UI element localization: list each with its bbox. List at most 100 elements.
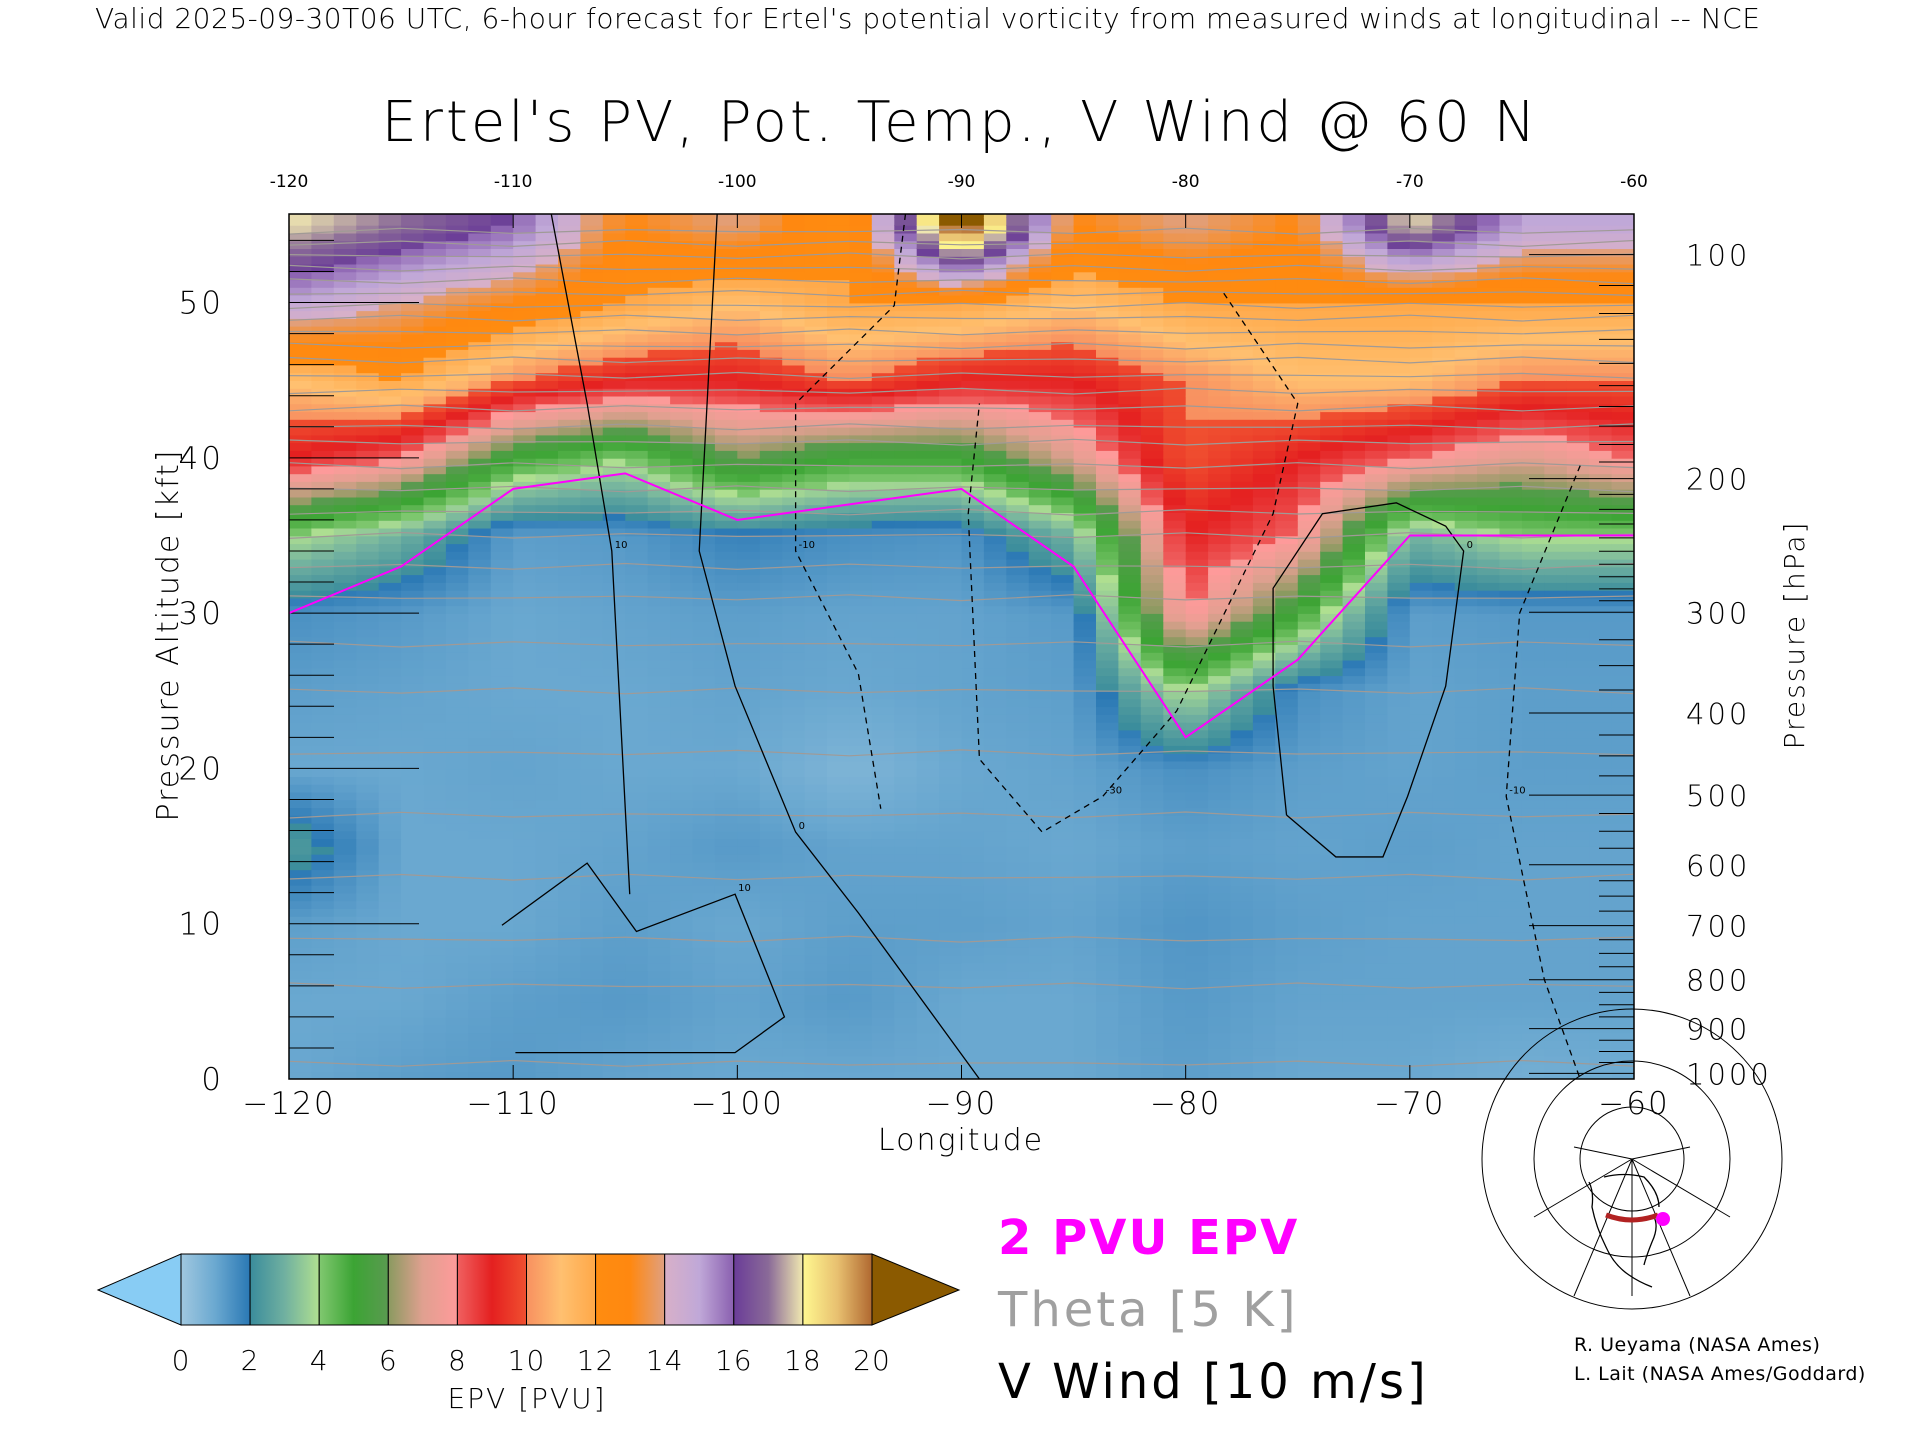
- heatmap-cell: [871, 465, 895, 475]
- heatmap-cell: [782, 962, 806, 972]
- heatmap-cell: [558, 923, 582, 933]
- heatmap-cell: [939, 434, 963, 444]
- heatmap-cell: [1230, 644, 1254, 653]
- heatmap-cell: [535, 729, 559, 739]
- heatmap-cell: [1163, 318, 1187, 327]
- heatmap-cell: [782, 403, 806, 413]
- heatmap-cell: [827, 807, 851, 816]
- heatmap-cell: [468, 481, 492, 490]
- heatmap-cell: [871, 729, 895, 739]
- heatmap-cell: [423, 993, 447, 1003]
- heatmap-cell: [490, 566, 514, 576]
- heatmap-cell: [849, 791, 873, 801]
- heatmap-cell: [647, 1040, 671, 1049]
- heatmap-cell: [1073, 931, 1097, 941]
- heatmap-cell: [983, 892, 1008, 902]
- heatmap-cell: [1140, 1047, 1164, 1057]
- heatmap-cell: [939, 892, 963, 902]
- heatmap-cell: [625, 745, 649, 754]
- heatmap-cell: [468, 597, 492, 607]
- heatmap-cell: [1096, 737, 1120, 746]
- heatmap-cell: [490, 605, 514, 614]
- heatmap-cell: [535, 706, 559, 715]
- heatmap-cell: [378, 830, 402, 840]
- heatmap-cell: [356, 613, 380, 622]
- heatmap-cell: [1073, 923, 1097, 933]
- heatmap-cell: [759, 737, 783, 746]
- heatmap-cell: [1163, 465, 1187, 475]
- heatmap-cell: [871, 566, 895, 576]
- heatmap-cell: [737, 853, 761, 863]
- heatmap-cell: [782, 698, 806, 708]
- heatmap-cell: [535, 1001, 559, 1010]
- heatmap-cell: [871, 473, 895, 482]
- heatmap-cell: [468, 721, 492, 731]
- heatmap-cell: [311, 279, 335, 288]
- heatmap-cell: [1163, 380, 1187, 389]
- heatmap-cell: [1073, 224, 1097, 234]
- heatmap-cell: [1163, 419, 1187, 428]
- heatmap-cell: [445, 954, 470, 964]
- heatmap-cell: [445, 294, 470, 304]
- heatmap-cell: [289, 287, 313, 296]
- heatmap-cell: [714, 294, 739, 304]
- heatmap-cell: [804, 356, 828, 366]
- heatmap-cell: [692, 644, 716, 653]
- heatmap-cell: [1185, 488, 1209, 498]
- heatmap-cell: [1073, 1024, 1097, 1034]
- heatmap-cell: [625, 271, 649, 281]
- heatmap-cell: [647, 698, 671, 708]
- heatmap-cell: [1118, 364, 1142, 374]
- heatmap-cell: [289, 923, 313, 933]
- heatmap-cell: [961, 791, 985, 801]
- heatmap-cell: [535, 333, 559, 343]
- heatmap-cell: [468, 714, 492, 723]
- heatmap-cell: [625, 442, 649, 451]
- heatmap-cell: [468, 900, 492, 909]
- heatmap-cell: [625, 419, 649, 428]
- heatmap-cell: [333, 737, 357, 746]
- heatmap-cell: [827, 962, 851, 972]
- heatmap-cell: [1140, 884, 1164, 894]
- heatmap-cell: [513, 737, 537, 746]
- heatmap-cell: [1006, 783, 1030, 793]
- heatmap-cell: [714, 683, 739, 692]
- heatmap-cell: [1275, 978, 1299, 987]
- heatmap-cell: [1163, 325, 1187, 335]
- heatmap-cell: [423, 349, 447, 358]
- heatmap-cell: [1028, 978, 1052, 987]
- heatmap-cell: [1163, 752, 1187, 762]
- heatmap-cell: [625, 752, 649, 762]
- heatmap-cell: [378, 395, 402, 405]
- heatmap-cell: [894, 271, 918, 281]
- heatmap-cell: [983, 869, 1008, 878]
- heatmap-cell: [333, 279, 357, 288]
- heatmap-cell: [625, 884, 649, 894]
- heatmap-cell: [871, 939, 895, 948]
- heatmap-cell: [714, 1032, 739, 1041]
- heatmap-cell: [445, 535, 470, 545]
- heatmap-cell: [580, 333, 604, 343]
- heatmap-cell: [445, 683, 470, 692]
- heatmap-cell: [602, 613, 626, 622]
- heatmap-cell: [714, 356, 739, 366]
- heatmap-cell: [333, 1071, 357, 1079]
- heatmap-cell: [558, 659, 582, 669]
- heatmap-cell: [1275, 667, 1299, 677]
- heatmap-cell: [311, 325, 335, 335]
- heatmap-cell: [445, 644, 470, 653]
- heatmap-cell: [1185, 512, 1209, 521]
- heatmap-cell: [1118, 752, 1142, 762]
- heatmap-cell: [423, 620, 447, 630]
- heatmap-cell: [625, 364, 649, 374]
- heatmap-cell: [468, 776, 492, 785]
- heatmap-cell: [692, 993, 716, 1003]
- heatmap-cell: [961, 255, 985, 265]
- heatmap-cell: [1208, 214, 1232, 218]
- heatmap-cell: [894, 496, 918, 506]
- heatmap-cell: [1051, 333, 1075, 343]
- heatmap-cell: [535, 915, 559, 925]
- heatmap-cell: [1140, 419, 1164, 428]
- heatmap-cell: [983, 488, 1008, 498]
- heatmap-cell: [849, 884, 873, 894]
